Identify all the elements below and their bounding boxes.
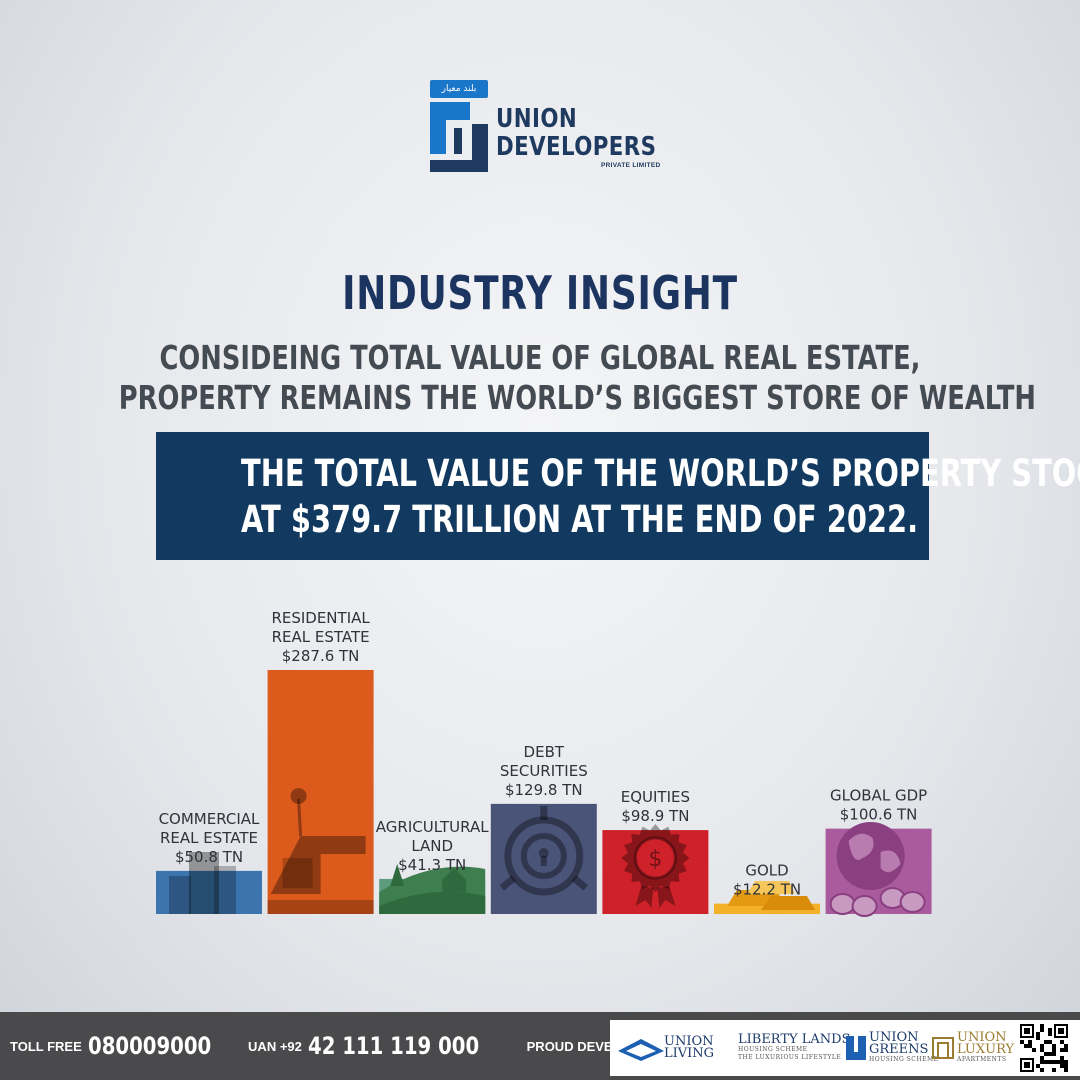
bar-value-label-3: $129.8 TN (505, 781, 583, 799)
farm-field-icon (379, 864, 486, 914)
logo-word-union: UNION (496, 104, 578, 134)
gold-bars-icon (727, 881, 815, 910)
bar-category-label-1-0: RESIDENTIAL (271, 609, 370, 627)
bar-value-label-6: $100.6 TN (840, 806, 918, 824)
brand-luxury-apartments: APARTMENTS (957, 1056, 1007, 1063)
logo-mark-icon (430, 102, 488, 172)
uan-label: UAN +92 (248, 1038, 302, 1054)
bar-3 (490, 803, 597, 914)
bar-value-label-2: $41.3 TN (398, 856, 466, 874)
brand-liberty-lands[interactable]: LIBERTY LANDS HOUSING SCHEME THE LUXURIO… (738, 1028, 850, 1068)
bar-category-label-4-0: EQUITIES (621, 788, 690, 806)
brand-greens-word2: GREENS (869, 1042, 929, 1057)
bar-category-label-0-0: COMMERCIAL (159, 810, 260, 828)
brand-union-luxury[interactable]: UNION LUXURY APARTMENTS (932, 1028, 1014, 1068)
bar-category-label-1-1: REAL ESTATE (272, 628, 370, 646)
globe-coins-icon (829, 822, 926, 917)
toll-free-label: TOLL FREE (10, 1038, 82, 1054)
headline: INDUSTRY INSIGHT (342, 266, 738, 320)
uan-number[interactable]: 42 111 119 000 (307, 1032, 480, 1060)
svg-text:$: $ (648, 847, 662, 872)
brand-living-word1: UNION (664, 1034, 714, 1049)
total-value-banner: THE TOTAL VALUE OF THE WORLD’S PROPERTY … (156, 432, 1080, 560)
logo-word-developers: DEVELOPERS (496, 132, 657, 162)
bar-category-label-2-1: LAND (411, 837, 453, 855)
brand-liberty-tagline: THE LUXURIOUS LIFESTYLE (738, 1054, 842, 1061)
brand-greens-scheme: HOUSING SCHEME (869, 1056, 939, 1063)
union-living-icon (618, 1039, 664, 1061)
bar-0 (156, 870, 262, 914)
vault-safe-icon (499, 806, 589, 896)
brand-luxury-word2: LUXURY (957, 1042, 1015, 1057)
qr-code-icon[interactable] (1020, 1024, 1068, 1072)
brand-living-word2: LIVING (664, 1046, 715, 1061)
banner-line-2: AT $379.7 TRILLION AT THE END OF 2022. (241, 498, 919, 541)
bar-category-label-0-1: REAL ESTATE (160, 829, 258, 847)
union-developers-logo: بلند معیار زندگی UNION DEVELOPERS PRIVAT… (430, 80, 670, 175)
brand-liberty-scheme: HOUSING SCHEME (738, 1046, 808, 1053)
footer-contacts: TOLL FREE 080009000 UAN +92 42 111 119 0… (10, 1012, 694, 1080)
bar-category-label-3-0: DEBT (524, 743, 565, 761)
bar-category-label-2-0: AGRICULTURAL (376, 818, 489, 836)
brand-greens-word1: UNION (869, 1030, 919, 1045)
union-greens-icon (846, 1036, 866, 1060)
bar-value-label-5: $12.2 TN (733, 881, 801, 899)
brand-luxury-word1: UNION (957, 1030, 1007, 1045)
brand-union-greens[interactable]: UNION GREENS HOUSING SCHEME (846, 1028, 938, 1068)
dollar-seal-icon: $ (621, 824, 690, 908)
subheadline-line-2: PROPERTY REMAINS THE WORLD’S BIGGEST STO… (118, 378, 1036, 417)
bar-category-label-3-1: SECURITIES (500, 762, 588, 780)
footer-brand-logos: UNION LIVING LIBERTY LANDS HOUSING SCHEM… (610, 1020, 1080, 1076)
brand-union-living[interactable]: UNION LIVING (618, 1028, 714, 1068)
union-luxury-icon (932, 1037, 954, 1059)
bar-category-label-5-0: GOLD (745, 862, 788, 880)
footer-bar: TOLL FREE 080009000 UAN +92 42 111 119 0… (0, 1012, 1080, 1080)
bar-1 (267, 670, 374, 914)
bar-value-label-0: $50.8 TN (175, 848, 243, 866)
brand-liberty-name: LIBERTY LANDS (738, 1032, 851, 1047)
house-palm-icon (267, 788, 374, 914)
logo-private-limited: PRIVATE LIMITED (601, 162, 661, 169)
bar-value-label-1: $287.6 TN (282, 647, 360, 665)
toll-free-number[interactable]: 080009000 (87, 1032, 211, 1060)
office-building-icon (169, 852, 236, 914)
subheadline-line-1: CONSIDEING TOTAL VALUE OF GLOBAL REAL ES… (159, 338, 921, 377)
bar-value-label-4: $98.9 TN (621, 807, 689, 825)
bar-category-label-6-0: GLOBAL GDP (830, 787, 927, 805)
